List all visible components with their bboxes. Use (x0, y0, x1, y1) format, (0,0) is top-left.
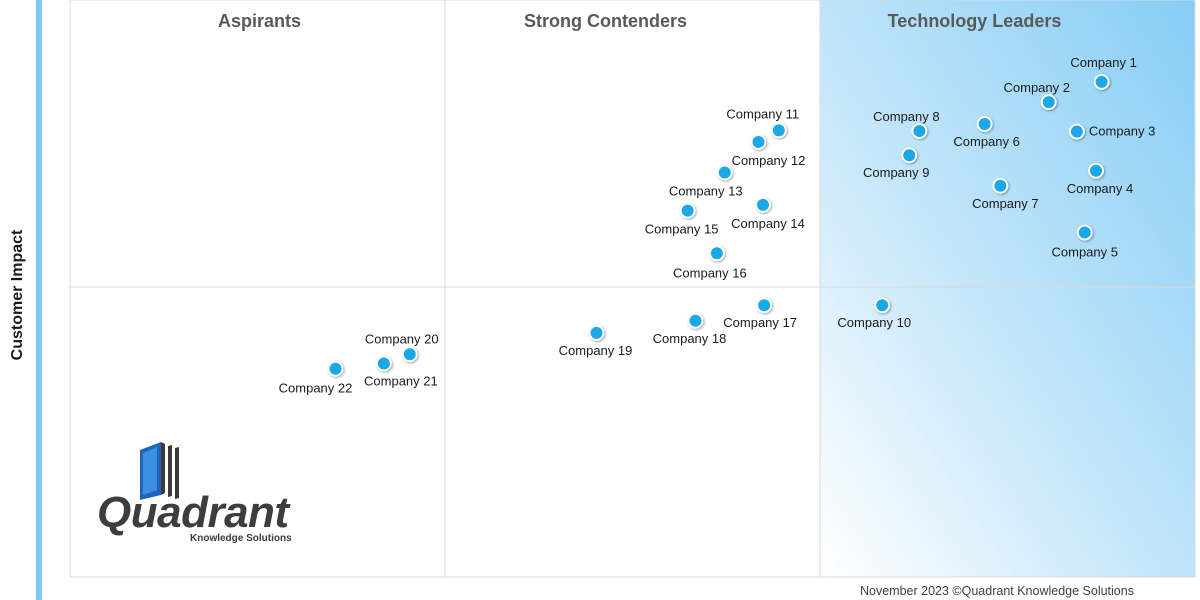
data-point-1 (1093, 73, 1110, 90)
data-point-2 (1040, 94, 1057, 111)
logo-wordmark: Quadrant (97, 488, 289, 537)
plot-frame (69, 0, 1196, 578)
quadrant-title-2: Strong Contenders (524, 11, 687, 31)
data-label-14: Company 14 (731, 216, 805, 231)
data-point-14 (755, 196, 771, 213)
data-label-15: Company 15 (645, 222, 719, 237)
data-point-5 (1076, 224, 1093, 241)
data-point-21 (375, 355, 392, 372)
data-label-16: Company 16 (673, 265, 747, 280)
data-label-10: Company 10 (837, 315, 911, 330)
data-point-22 (327, 360, 344, 377)
data-point-3 (1068, 123, 1085, 140)
data-label-7: Company 7 (972, 196, 1038, 211)
data-label-18: Company 18 (653, 331, 727, 346)
data-label-17: Company 17 (723, 315, 797, 330)
data-label-12: Company 12 (732, 153, 806, 168)
data-label-22: Company 22 (279, 381, 353, 396)
data-point-9 (901, 147, 918, 164)
data-point-17 (756, 297, 773, 314)
data-label-3: Company 3 (1089, 124, 1155, 139)
data-label-21: Company 21 (364, 374, 438, 389)
data-point-6 (976, 116, 993, 133)
data-label-8: Company 8 (873, 109, 939, 124)
quadrant-title-1: Aspirants (218, 11, 301, 31)
data-label-20: Company 20 (365, 331, 439, 346)
data-point-15 (679, 202, 696, 219)
data-point-11 (770, 122, 787, 139)
quadrant-logo: Quadrant Knowledge Solutions (95, 440, 320, 550)
data-label-1: Company 1 (1070, 55, 1136, 70)
data-label-11: Company 11 (726, 106, 799, 121)
data-label-19: Company 19 (559, 343, 633, 358)
data-label-2: Company 2 (1004, 80, 1070, 95)
logo-subtitle: Knowledge Solutions (190, 533, 292, 544)
data-label-6: Company 6 (953, 134, 1019, 149)
data-point-19 (588, 324, 605, 341)
data-point-12 (750, 133, 767, 150)
footer-credit: November 2023 ©Quadrant Knowledge Soluti… (860, 584, 1134, 598)
data-point-4 (1088, 162, 1104, 179)
data-point-13 (716, 164, 733, 181)
data-point-10 (874, 297, 891, 314)
data-label-5: Company 5 (1052, 245, 1118, 260)
leaders-quadrant-background (820, 0, 1195, 577)
data-point-7 (992, 177, 1009, 194)
data-label-4: Company 4 (1067, 181, 1133, 196)
quadrant-title-3: Technology Leaders (888, 11, 1062, 31)
data-label-9: Company 9 (863, 165, 929, 180)
book-logo-icon (140, 442, 179, 500)
data-point-18 (687, 312, 704, 329)
data-label-13: Company 13 (669, 184, 743, 199)
data-point-16 (708, 245, 725, 262)
data-point-20 (401, 346, 418, 363)
data-point-8 (911, 122, 928, 139)
y-axis-bar (36, 0, 42, 600)
